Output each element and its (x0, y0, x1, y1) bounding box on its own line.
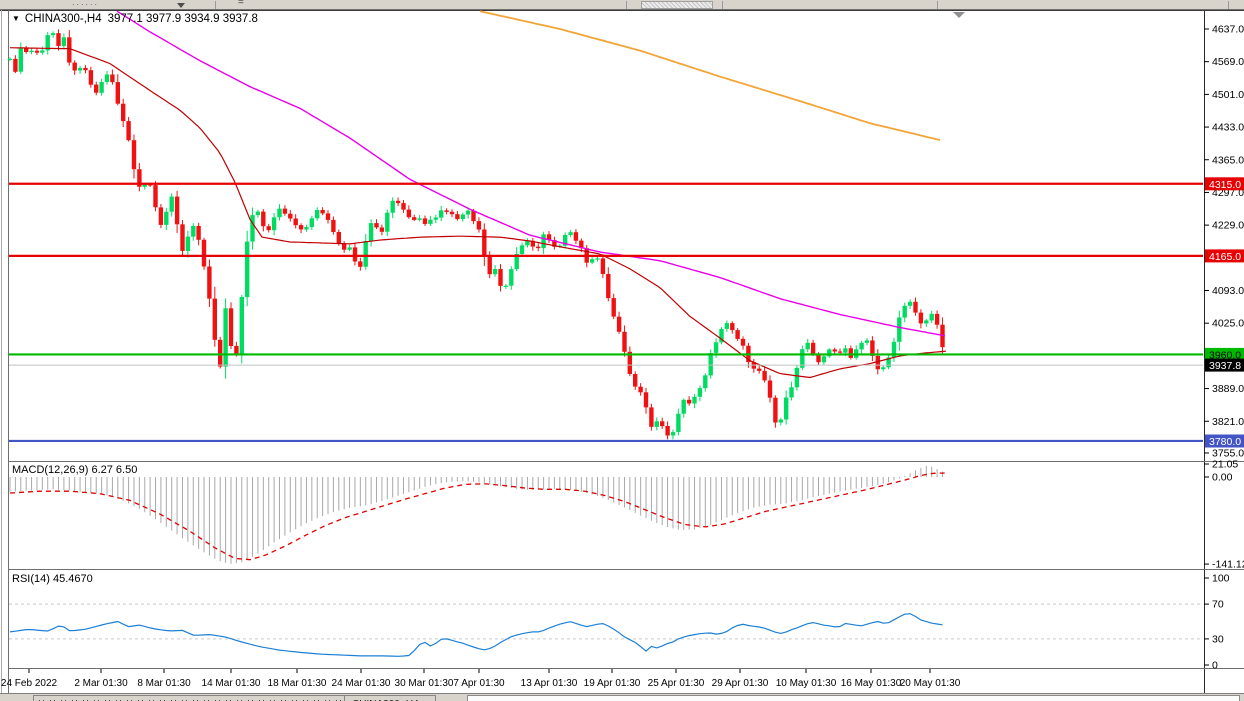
ma-fast-red (9, 47, 947, 379)
toolbar-separator (937, 1, 938, 9)
time-tick-label: 14 Mar 01:30 (202, 678, 261, 689)
time-tick-label: 29 Apr 01:30 (712, 678, 769, 689)
time-tick-label: 24 Mar 01:30 (332, 678, 391, 689)
price-tick-label: 4093.0 (1212, 285, 1244, 297)
ma-slow-magenta (116, 10, 946, 337)
chart-tab-china300[interactable]: CHINA300-,H4 (344, 695, 436, 701)
price-tick-label: 3755.0 (1212, 447, 1244, 459)
macd-tick-label: -141.12 (1212, 559, 1244, 571)
time-tick-label: 2 Mar 01:30 (74, 678, 128, 689)
time-axis[interactable]: 24 Feb 2022 2 Mar 01:30 8 Mar 01:30 14 Mar … (1, 669, 961, 689)
time-tick-label: 19 Apr 01:30 (584, 678, 641, 689)
chart-shift-marker-icon (953, 12, 965, 18)
toolbar-remnant: ...... = (0, 0, 1244, 10)
price-level-badge-label: 3780.0 (1209, 436, 1241, 448)
price-tick-label: 3889.0 (1212, 383, 1244, 395)
macd-signal-line (9, 472, 947, 561)
rsi-tick-label: 0 (1212, 660, 1218, 672)
chart-tab-label: CHINA300-,H4 (352, 699, 419, 701)
rsi-line (9, 613, 943, 657)
rsi-axis[interactable]: 100 70 30 0 (1204, 573, 1230, 672)
panel-borders (0, 10, 1244, 693)
price-level-badge-label: 4315.0 (1209, 179, 1241, 191)
chart-tab-bar: CHINA300-,H4 (0, 693, 1244, 701)
moving-averages (9, 10, 947, 379)
price-tick-label: 4365.0 (1212, 154, 1244, 166)
candlesticks (7, 29, 945, 440)
toolbar-separator (722, 1, 723, 9)
toolbar-equals-icon[interactable]: = (238, 0, 244, 8)
rsi-tick-label: 100 (1212, 573, 1230, 585)
price-axis[interactable]: 4637.04569.04501.04433.04365.04297.04229… (1204, 24, 1244, 460)
macd-tick-label: 0.00 (1212, 472, 1233, 484)
time-tick-label: 30 Mar 01:30 (395, 678, 454, 689)
macd-panel (9, 465, 947, 564)
rsi-panel (9, 603, 1203, 657)
price-level-badge-label: 4165.0 (1209, 251, 1241, 263)
chart-tab-group[interactable] (33, 695, 358, 701)
price-tick-label: 4569.0 (1212, 56, 1244, 68)
price-tick-label: 3821.0 (1212, 416, 1244, 428)
time-tick-label: 24 Feb 2022 (1, 678, 58, 689)
toolbar-grip-dots: ...... (72, 0, 100, 7)
toolbar-separator (215, 1, 216, 9)
ma-long-orange (479, 10, 941, 141)
price-tick-label: 4637.0 (1212, 24, 1244, 36)
price-tick-label: 4501.0 (1212, 89, 1244, 101)
ohlc-values-label: 3977.1 3977.9 3934.9 3937.8 (107, 13, 258, 25)
toolbar-separator (626, 1, 627, 9)
collapse-triangle-icon[interactable]: ▼ (12, 14, 20, 23)
chart-symbol-title: ▼ CHINA300-,H4 3977.1 3977.9 3934.9 3937.8 (12, 13, 258, 25)
time-tick-label: 7 Apr 01:30 (453, 678, 505, 689)
price-level-badge (1205, 177, 1244, 191)
toolbar-dropdown-icon[interactable] (177, 3, 185, 8)
time-tick-label: 25 Apr 01:30 (648, 678, 705, 689)
time-tick-label: 16 May 01:30 (841, 678, 902, 689)
time-tick-label: 18 Mar 01:30 (268, 678, 327, 689)
rsi-indicator-label: RSI(14) 45.4670 (12, 573, 93, 585)
time-tick-label: 13 Apr 01:30 (521, 678, 578, 689)
macd-tick-label: 21.05 (1212, 459, 1238, 471)
price-level-badge-label: 3960.0 (1209, 349, 1241, 361)
rsi-tick-label: 70 (1212, 599, 1224, 611)
price-level-badge (1205, 249, 1244, 263)
time-tick-label: 20 May 01:30 (900, 678, 961, 689)
current-price-badge (1205, 358, 1244, 372)
price-tick-label: 4025.0 (1212, 318, 1244, 330)
price-level-badge (1205, 347, 1244, 361)
time-tick-label: 8 Mar 01:30 (137, 678, 191, 689)
toolbar-disabled-scrollbar (641, 1, 713, 9)
current-price-badge-label: 3937.8 (1209, 360, 1241, 372)
symbol-period-label: CHINA300-,H4 (24, 13, 102, 25)
time-tick-label: 10 May 01:30 (776, 678, 837, 689)
toolbar-separator (1228, 1, 1229, 9)
price-level-badge (1205, 434, 1244, 448)
rsi-tick-label: 30 (1212, 633, 1224, 645)
tab-bar-empty-area (467, 695, 1240, 701)
horizontal-level-lines[interactable] (9, 182, 1203, 443)
price-tick-label: 4229.0 (1212, 220, 1244, 232)
macd-indicator-label: MACD(12,26,9) 6.27 6.50 (12, 464, 138, 476)
macd-axis[interactable]: 21.050.00 -141.12 (1204, 459, 1244, 571)
price-tick-label: 4433.0 (1212, 122, 1244, 134)
